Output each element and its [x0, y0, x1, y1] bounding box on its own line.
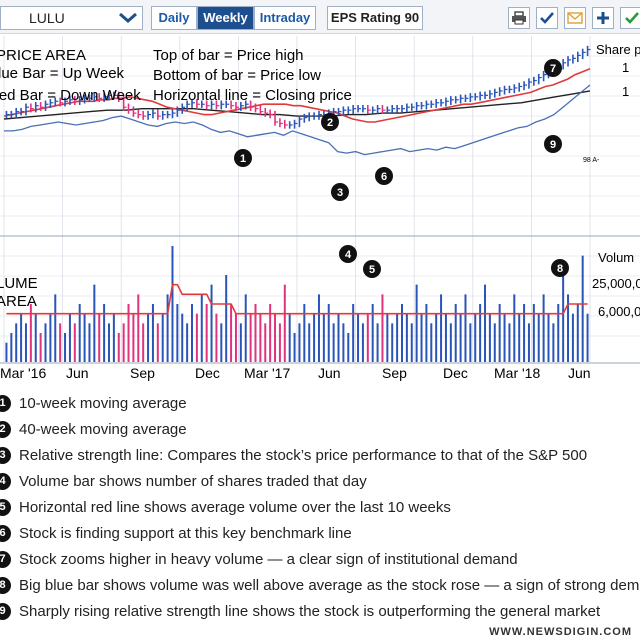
- ticker-value: LULU: [29, 10, 65, 26]
- legend-text: Big blue bar shows volume was well above…: [19, 576, 640, 594]
- down-week-note: Red Bar = Down Week: [0, 87, 141, 104]
- add-button[interactable]: [592, 7, 614, 29]
- ticker-select[interactable]: LULU: [0, 6, 143, 30]
- x-axis-ticks: Mar '16 Jun Sep Dec Mar '17 Jun Sep Dec Mar '18 J…: [0, 365, 591, 381]
- marker-circle: [544, 135, 562, 153]
- legend-text: Horizontal red line shows average volume…: [19, 498, 451, 516]
- marker-circle: [339, 245, 357, 263]
- chart-grid: [0, 36, 640, 364]
- volume-average-line: [6, 283, 588, 315]
- plus-icon: [597, 12, 609, 24]
- volume-area-label-1: LUME: [0, 275, 38, 292]
- marker-circle: [331, 183, 349, 201]
- x-tick-label: Jun: [568, 365, 591, 381]
- legend-num: 7: [0, 550, 11, 568]
- up-week-note: Blue Bar = Up Week: [0, 65, 125, 82]
- x-tick-label: Jun: [66, 365, 89, 381]
- legend-item: 1 10-week moving average: [0, 392, 187, 414]
- bar-legend-high: Top of bar = Price high: [153, 47, 304, 64]
- marker-circle: [544, 59, 562, 77]
- legend-num: 9: [0, 602, 11, 620]
- tab-weekly[interactable]: Weekly: [197, 6, 254, 30]
- tab-intraday[interactable]: Intraday: [254, 6, 316, 30]
- check-icon: [540, 12, 554, 24]
- legend-item: 8 Big blue bar shows volume was well abov…: [0, 574, 640, 596]
- legend-item: 9 Sharply rising relative strength line s…: [0, 600, 600, 622]
- x-tick-label: Jun: [318, 365, 341, 381]
- annotation-markers: 1 2 3 4 5 6 7 8 9: [234, 59, 569, 278]
- ma40-line: [3, 90, 591, 120]
- print-icon: [512, 11, 526, 25]
- ma10-line: [3, 67, 591, 123]
- marker-label: 6: [381, 171, 387, 183]
- legend-text: Relative strength line: Compares the sto…: [19, 446, 588, 464]
- legend-text: Stock zooms higher in heavy volume — a c…: [19, 550, 518, 568]
- check-icon: [624, 12, 639, 24]
- bar-legend-close: Horizontal line = Closing price: [153, 87, 352, 104]
- marker-label: 1: [240, 153, 246, 165]
- toolbar: LULU Daily Weekly Intraday EPS Rating 90: [0, 0, 640, 34]
- x-tick-label: Dec: [443, 365, 468, 381]
- svg-text:1: 1: [622, 60, 629, 75]
- email-button[interactable]: [564, 7, 586, 29]
- bar-legend-low: Bottom of bar = Price low: [153, 67, 321, 84]
- x-tick-label: Dec: [195, 365, 220, 381]
- legend-text: Stock is finding support at this key ben…: [19, 524, 352, 542]
- marker-label: 8: [557, 263, 563, 275]
- legend-item: 4 Volume bar shows number of shares trade…: [0, 470, 367, 492]
- legend-num: 2: [0, 420, 11, 438]
- marker-label: 9: [550, 139, 556, 151]
- x-tick-label: Mar '18: [494, 365, 540, 381]
- stock-chart: PRICE AREA Blue Bar = Up Week Red Bar = …: [0, 36, 640, 381]
- volume-tick-25m: 25,000,00: [592, 276, 640, 291]
- marker-label: 4: [345, 249, 352, 261]
- legend-text: Sharply rising relative strength line sh…: [19, 602, 601, 620]
- legend-item: 3 Relative strength line: Compares the st…: [0, 444, 587, 466]
- legend-num: 1: [0, 394, 11, 412]
- x-tick-label: Sep: [382, 365, 407, 381]
- x-tick-label: Mar '16: [0, 365, 46, 381]
- price-area-label: PRICE AREA: [0, 47, 86, 64]
- marker-circle: [375, 167, 393, 185]
- marker-circle: [321, 113, 339, 131]
- legend-num: 4: [0, 472, 11, 490]
- watchlist-button[interactable]: [620, 7, 640, 29]
- marker-label: 7: [550, 63, 556, 75]
- legend-item: 7 Stock zooms higher in heavy volume — a …: [0, 548, 518, 570]
- chevron-down-icon[interactable]: [113, 7, 143, 29]
- legend-text: Volume bar shows number of shares traded…: [19, 472, 367, 490]
- rs-rating-label: 98 A-: [583, 157, 600, 164]
- volume-bars: [5, 246, 589, 362]
- envelope-icon: [567, 12, 583, 24]
- confirm-button[interactable]: [536, 7, 558, 29]
- watermark: WWW.NEWSDIGIN.COM: [489, 626, 632, 638]
- legend-text: 10-week moving average: [19, 394, 187, 412]
- marker-circle: [234, 149, 252, 167]
- marker-circle: [551, 259, 569, 277]
- x-tick-label: Mar '17: [244, 365, 290, 381]
- legend-num: 5: [0, 498, 11, 516]
- legend-item: 5 Horizontal red line shows average volum…: [0, 496, 451, 518]
- marker-label: 5: [369, 264, 375, 276]
- share-price-label: Share pr: [596, 42, 640, 57]
- volume-label: Volum: [598, 250, 634, 265]
- marker-label: 2: [327, 117, 333, 129]
- legend-num: 3: [0, 446, 11, 464]
- svg-text:1: 1: [622, 84, 629, 99]
- tab-daily[interactable]: Daily: [151, 6, 197, 30]
- price-bars: [5, 45, 591, 129]
- legend-num: 8: [0, 576, 11, 594]
- volume-tick-6m: 6,000,00: [598, 304, 640, 319]
- legend-item: 2 40-week moving average: [0, 418, 187, 440]
- marker-circle: [363, 260, 381, 278]
- print-button[interactable]: [508, 7, 530, 29]
- marker-label: 3: [337, 187, 343, 199]
- legend-num: 6: [0, 524, 11, 542]
- legend-text: 40-week moving average: [19, 420, 187, 438]
- eps-rating-badge: EPS Rating 90: [327, 6, 423, 30]
- x-tick-label: Sep: [130, 365, 155, 381]
- relative-strength-line: [4, 84, 591, 156]
- volume-area-label-2: AREA: [0, 293, 37, 310]
- legend-item: 6 Stock is finding support at this key be…: [0, 522, 352, 544]
